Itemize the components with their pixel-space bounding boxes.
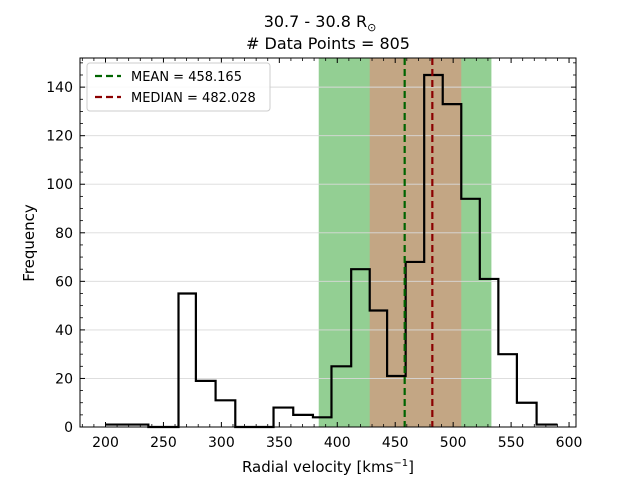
- legend-mean-label: MEAN = 458.165: [131, 70, 242, 85]
- y-tick-label: 100: [46, 177, 73, 193]
- x-tick-label: 500: [440, 435, 467, 451]
- x-axis-label-end: ]: [408, 458, 414, 476]
- y-tick-label: 140: [46, 80, 73, 96]
- y-tick-label: 60: [55, 274, 73, 290]
- chart-title-text: 30.7 - 30.8 R: [264, 12, 367, 31]
- band-inner: [369, 58, 462, 427]
- histogram-step-line: [105, 73, 558, 429]
- x-tick-label: 200: [92, 435, 119, 451]
- y-axis-label: Frequency: [20, 204, 38, 282]
- y-tick-label: 0: [64, 420, 73, 436]
- x-axis-label: Radial velocity [kms−1]: [242, 458, 414, 476]
- x-tick-label: 400: [324, 435, 351, 451]
- x-axis-label-exponent: −1: [393, 458, 408, 469]
- y-tick-label: 80: [55, 226, 73, 242]
- x-tick-label: 550: [498, 435, 525, 451]
- sun-symbol: ⊙: [367, 21, 376, 34]
- y-tick-label: 20: [55, 371, 73, 387]
- x-tick-label: 250: [150, 435, 177, 451]
- plot-frame: [79, 57, 577, 428]
- x-axis-label-text: Radial velocity [kms: [242, 458, 394, 476]
- y-tick-label: 120: [46, 129, 73, 145]
- x-tick-label: 350: [266, 435, 293, 451]
- legend: MEAN = 458.165 MEDIAN = 482.028: [86, 62, 271, 112]
- legend-median-label: MEDIAN = 482.028: [131, 91, 256, 106]
- axis-ticks: 200 250 300 350 400 450 500 550 600 0 20 40 60 80 100 1…: [46, 58, 582, 451]
- x-tick-label: 300: [208, 435, 235, 451]
- legend-box: [86, 62, 271, 112]
- chart-title-line1: 30.7 - 30.8 R⊙: [264, 12, 377, 34]
- x-tick-label: 600: [556, 435, 583, 451]
- y-tick-label: 40: [55, 323, 73, 339]
- chart-title-line2: # Data Points = 805: [246, 34, 410, 53]
- gridlines: [80, 86, 576, 379]
- x-tick-label: 450: [382, 435, 409, 451]
